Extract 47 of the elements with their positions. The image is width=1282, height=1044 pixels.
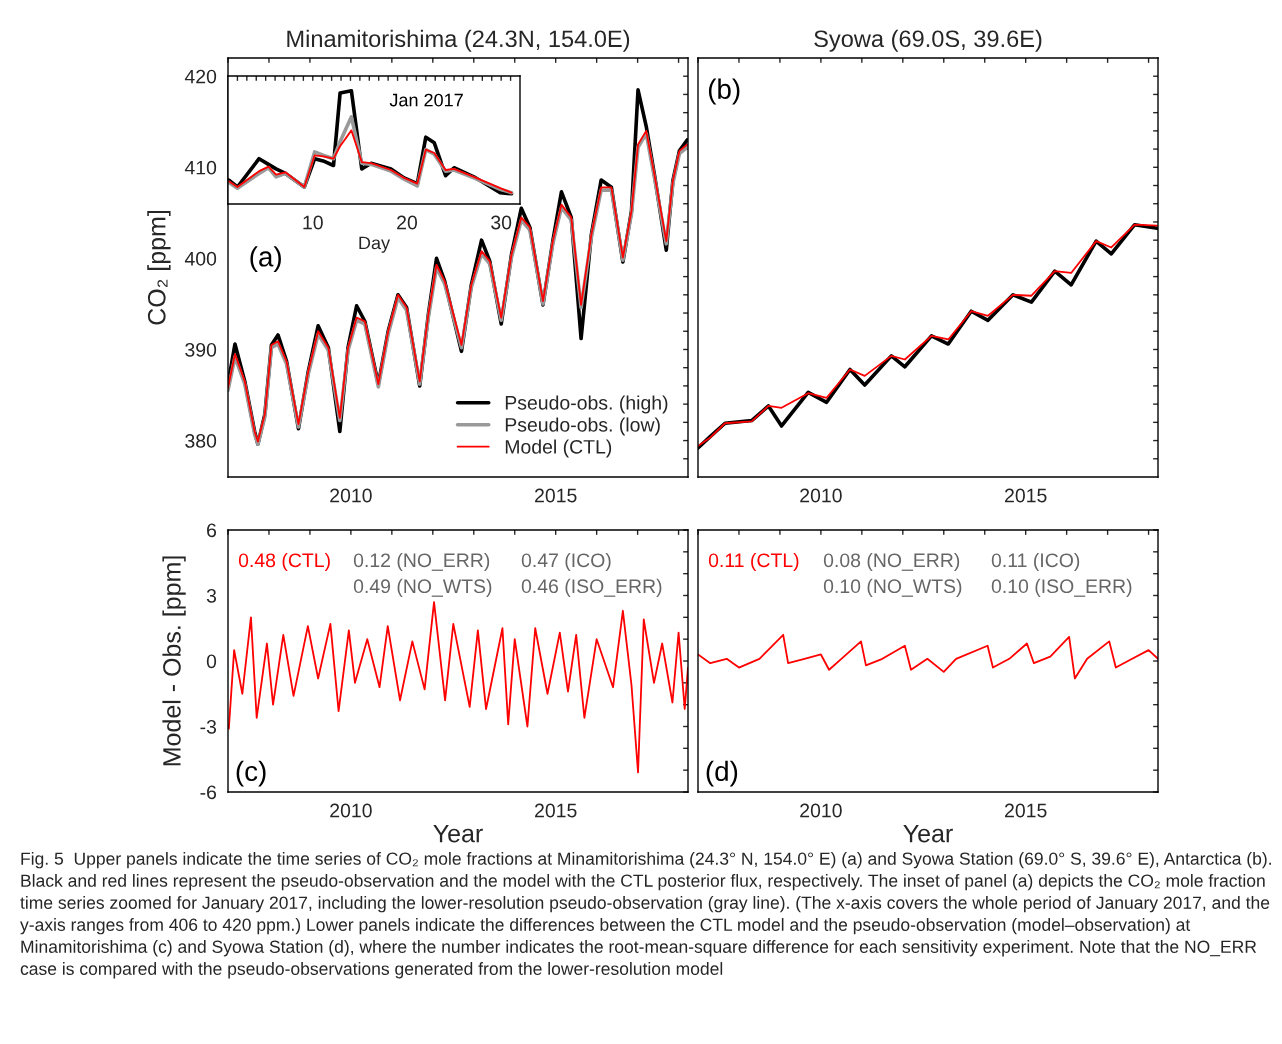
- legend-label: Pseudo-obs. (high): [505, 395, 668, 414]
- y-tick-label: -6: [200, 785, 217, 800]
- annotation: 0.46 (ISO_ERR): [521, 578, 662, 597]
- annotation: 0.10 (ISO_ERR): [991, 578, 1132, 597]
- x-axis-title: Year: [433, 824, 483, 843]
- x-tick-label: 2010: [800, 488, 842, 503]
- x-tick-label: 2010: [800, 803, 842, 818]
- x-axis-title: Day: [359, 236, 391, 253]
- x-axis-title: Year: [903, 824, 953, 843]
- legend-label: Pseudo-obs. (low): [505, 417, 660, 436]
- x-tick-label: 2015: [1005, 803, 1047, 818]
- x-tick-label: 2010: [330, 488, 372, 503]
- y-axis-title: Model - Obs. [ppm]: [162, 556, 186, 766]
- y-tick-label: 6: [207, 523, 217, 538]
- y-tick-label: 410: [184, 160, 217, 175]
- annotation: 0.11 (ICO): [991, 552, 1080, 572]
- annotation: 0.47 (ICO): [521, 552, 611, 572]
- y-tick-label: 3: [206, 588, 217, 603]
- chart-title: Minamitorishima (24.3N, 154.0E): [287, 29, 630, 52]
- chart-title: Syowa (69.0S, 39.6E): [814, 29, 1042, 52]
- y-tick-label: 400: [184, 251, 217, 266]
- y-tick-label: -3: [200, 719, 217, 734]
- x-tick-label: 2015: [1005, 488, 1047, 503]
- x-tick-label: 30: [491, 215, 512, 230]
- y-tick-label: 390: [185, 342, 217, 357]
- annotation: (a): [250, 246, 281, 273]
- annotation: 0.08 (NO_ERR): [823, 552, 960, 572]
- x-tick-label: 20: [397, 215, 418, 230]
- annotation: 0.48 (CTL): [238, 552, 330, 572]
- x-tick-label: 2010: [330, 803, 372, 818]
- y-tick-label: 420: [184, 69, 217, 84]
- annotation: 0.11 (CTL): [708, 552, 799, 572]
- annotation: 0.10 (NO_WTS): [823, 578, 962, 597]
- annotation: (c): [236, 760, 266, 787]
- x-tick-label: 2015: [535, 488, 577, 503]
- y-tick-label: 380: [185, 434, 217, 448]
- annotation: 0.49 (NO_WTS): [353, 578, 492, 597]
- caption: Fig. 5 Upper panels indicate the time series of CO₂ mole fractions at Minamitorishima (24.3° N, 154.0° E) (a) and Syowa Station (69.0° S, 39.6° E), Antarctica (b). Black and red lines represent the pseudo-observation and the model with the CTL posterior flux, respectively. The inset of panel (a) depicts the CO₂ mole fraction time series zoomed for January 2017, including the lower-resolution pseudo-observation (gray line). (The x-axis covers the whole period of January 2017, and the y-axis ranges from 406 to 420 ppm.) Lower panels indicate the differences between the CTL model and the pseudo-observation (model–observation) at Minamitorishima (c) and Syowa Station (d), where the number indicates the root-mean-square difference for each sensitivity experiment. Note that the NO_ERR case is compared with the pseudo-observations generated from the lower-resolution model: [20, 852, 1271, 979]
- annotation: 0.12 (NO_ERR): [353, 552, 490, 572]
- y-axis-title: CO₂ [ppm]: [147, 210, 171, 325]
- annotation: (d): [706, 760, 738, 787]
- annotation: (b): [708, 78, 740, 105]
- y-tick-label: 0: [206, 654, 217, 669]
- annotation: Jan 2017: [389, 93, 463, 107]
- x-tick-label: 10: [303, 215, 323, 230]
- x-tick-label: 2015: [535, 803, 577, 818]
- legend-label: Model (CTL): [505, 439, 612, 458]
